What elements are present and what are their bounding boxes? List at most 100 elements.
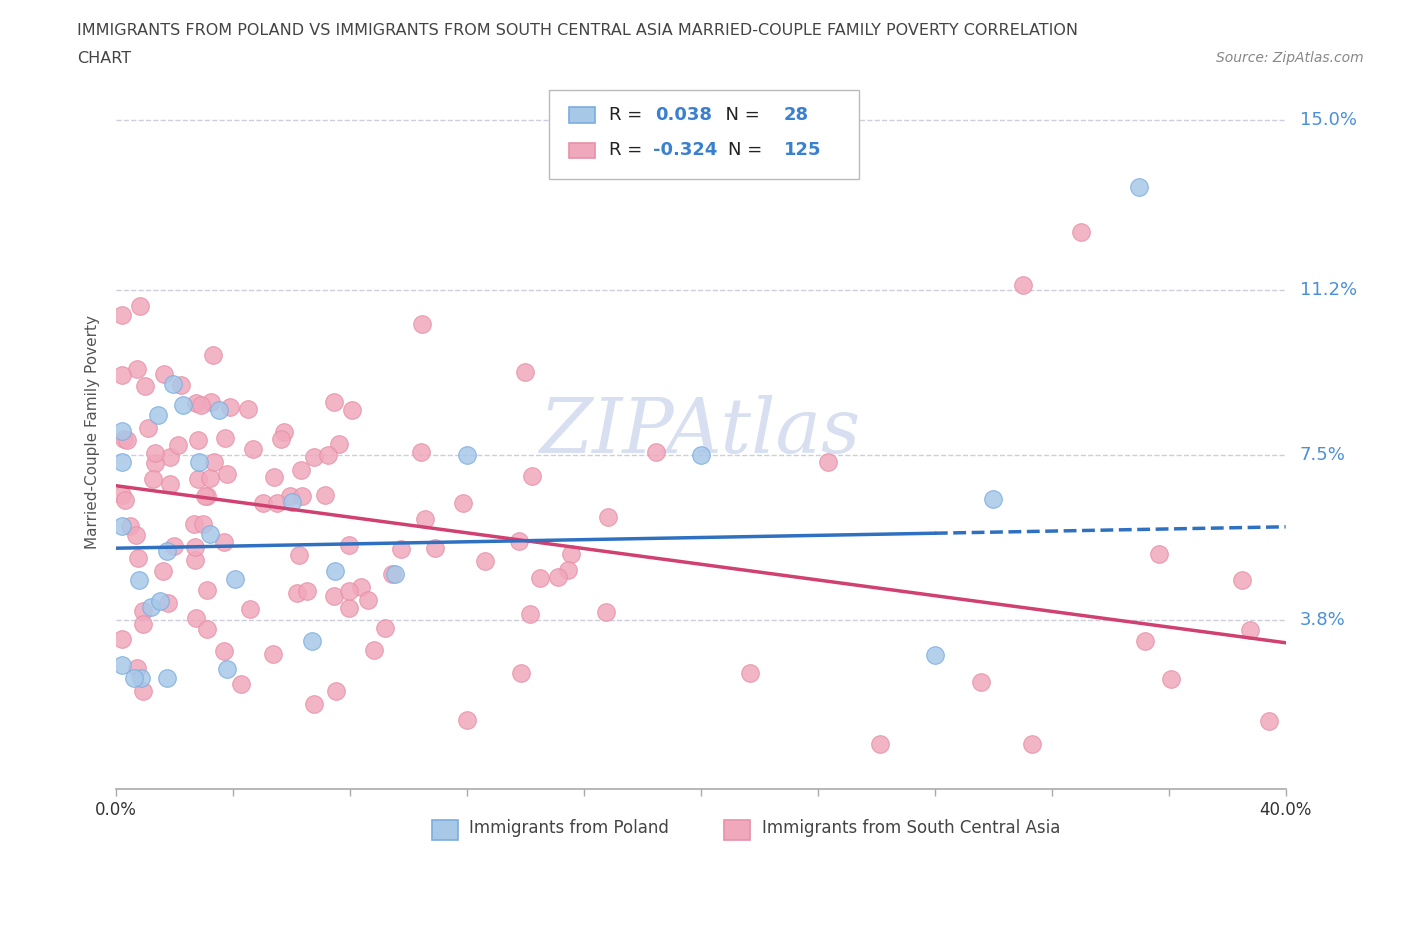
Point [200,526,222,541]
Point [547,569,569,584]
Point [122,671,145,685]
Point [127,551,149,565]
Point [128,573,150,588]
Point [924,648,946,663]
Point [817,455,839,470]
Point [125,362,148,377]
Point [266,496,288,511]
Text: R =: R = [609,141,648,159]
Point [183,552,205,567]
Point [262,646,284,661]
Point [325,564,347,578]
Point [114,492,136,507]
Point [529,571,551,586]
Point [157,595,180,610]
Text: 0.038: 0.038 [655,106,713,124]
FancyBboxPatch shape [548,89,859,179]
Point [190,398,212,413]
Point [1133,633,1156,648]
Point [474,554,496,569]
Point [411,317,433,332]
Text: 3.8%: 3.8% [1299,611,1346,629]
Point [195,621,218,636]
Text: 7.5%: 7.5% [1299,445,1346,463]
Point [560,547,582,562]
Point [159,450,181,465]
Point [111,658,134,672]
Point [149,593,172,608]
Point [172,398,194,413]
Point [557,563,579,578]
Point [183,539,205,554]
Point [456,447,478,462]
Point [291,489,314,504]
Point [1160,671,1182,686]
Point [188,455,211,470]
Point [145,456,167,471]
Point [1070,224,1092,239]
Point [152,366,174,381]
Text: CHART: CHART [77,51,131,66]
Point [273,424,295,439]
Point [120,519,142,534]
Point [1230,572,1253,587]
Point [200,395,222,410]
Point [141,600,163,615]
Point [143,445,166,460]
Text: N =: N = [714,106,765,124]
Point [381,566,404,581]
Point [301,634,323,649]
Point [295,584,318,599]
Point [1239,623,1261,638]
Point [290,463,312,478]
Point [134,379,156,393]
Point [1257,713,1279,728]
Text: Source: ZipAtlas.com: Source: ZipAtlas.com [1216,51,1364,65]
Point [1021,737,1043,751]
Point [207,403,229,418]
Point [111,367,134,382]
Text: Immigrants from Poland: Immigrants from Poland [470,819,669,837]
Point [187,432,209,447]
Bar [724,820,749,841]
Point [111,455,134,470]
Point [302,697,325,711]
Point [509,666,531,681]
Point [214,644,236,658]
Point [115,433,138,448]
Bar [569,107,595,123]
Point [214,431,236,445]
Point [156,671,179,685]
Point [202,455,225,470]
Point [138,420,160,435]
Point [195,489,218,504]
Point [325,684,347,698]
Point [337,601,360,616]
Point [191,517,214,532]
Point [111,519,134,534]
Point [456,713,478,728]
Point [111,308,134,323]
Point [162,538,184,553]
Point [316,447,339,462]
Point [508,534,530,549]
Text: Immigrants from South Central Asia: Immigrants from South Central Asia [762,819,1060,837]
Point [112,432,135,446]
Point [270,432,292,446]
Point [111,423,134,438]
Point [162,377,184,392]
Point [236,402,259,417]
Point [239,602,262,617]
Point [242,442,264,457]
Point [132,684,155,698]
Point [357,592,380,607]
Point [389,542,412,557]
Point [280,489,302,504]
Point [186,610,208,625]
Point [350,579,373,594]
Point [337,538,360,552]
Point [217,467,239,482]
Point [288,548,311,563]
Point [328,436,350,451]
Point [184,395,207,410]
